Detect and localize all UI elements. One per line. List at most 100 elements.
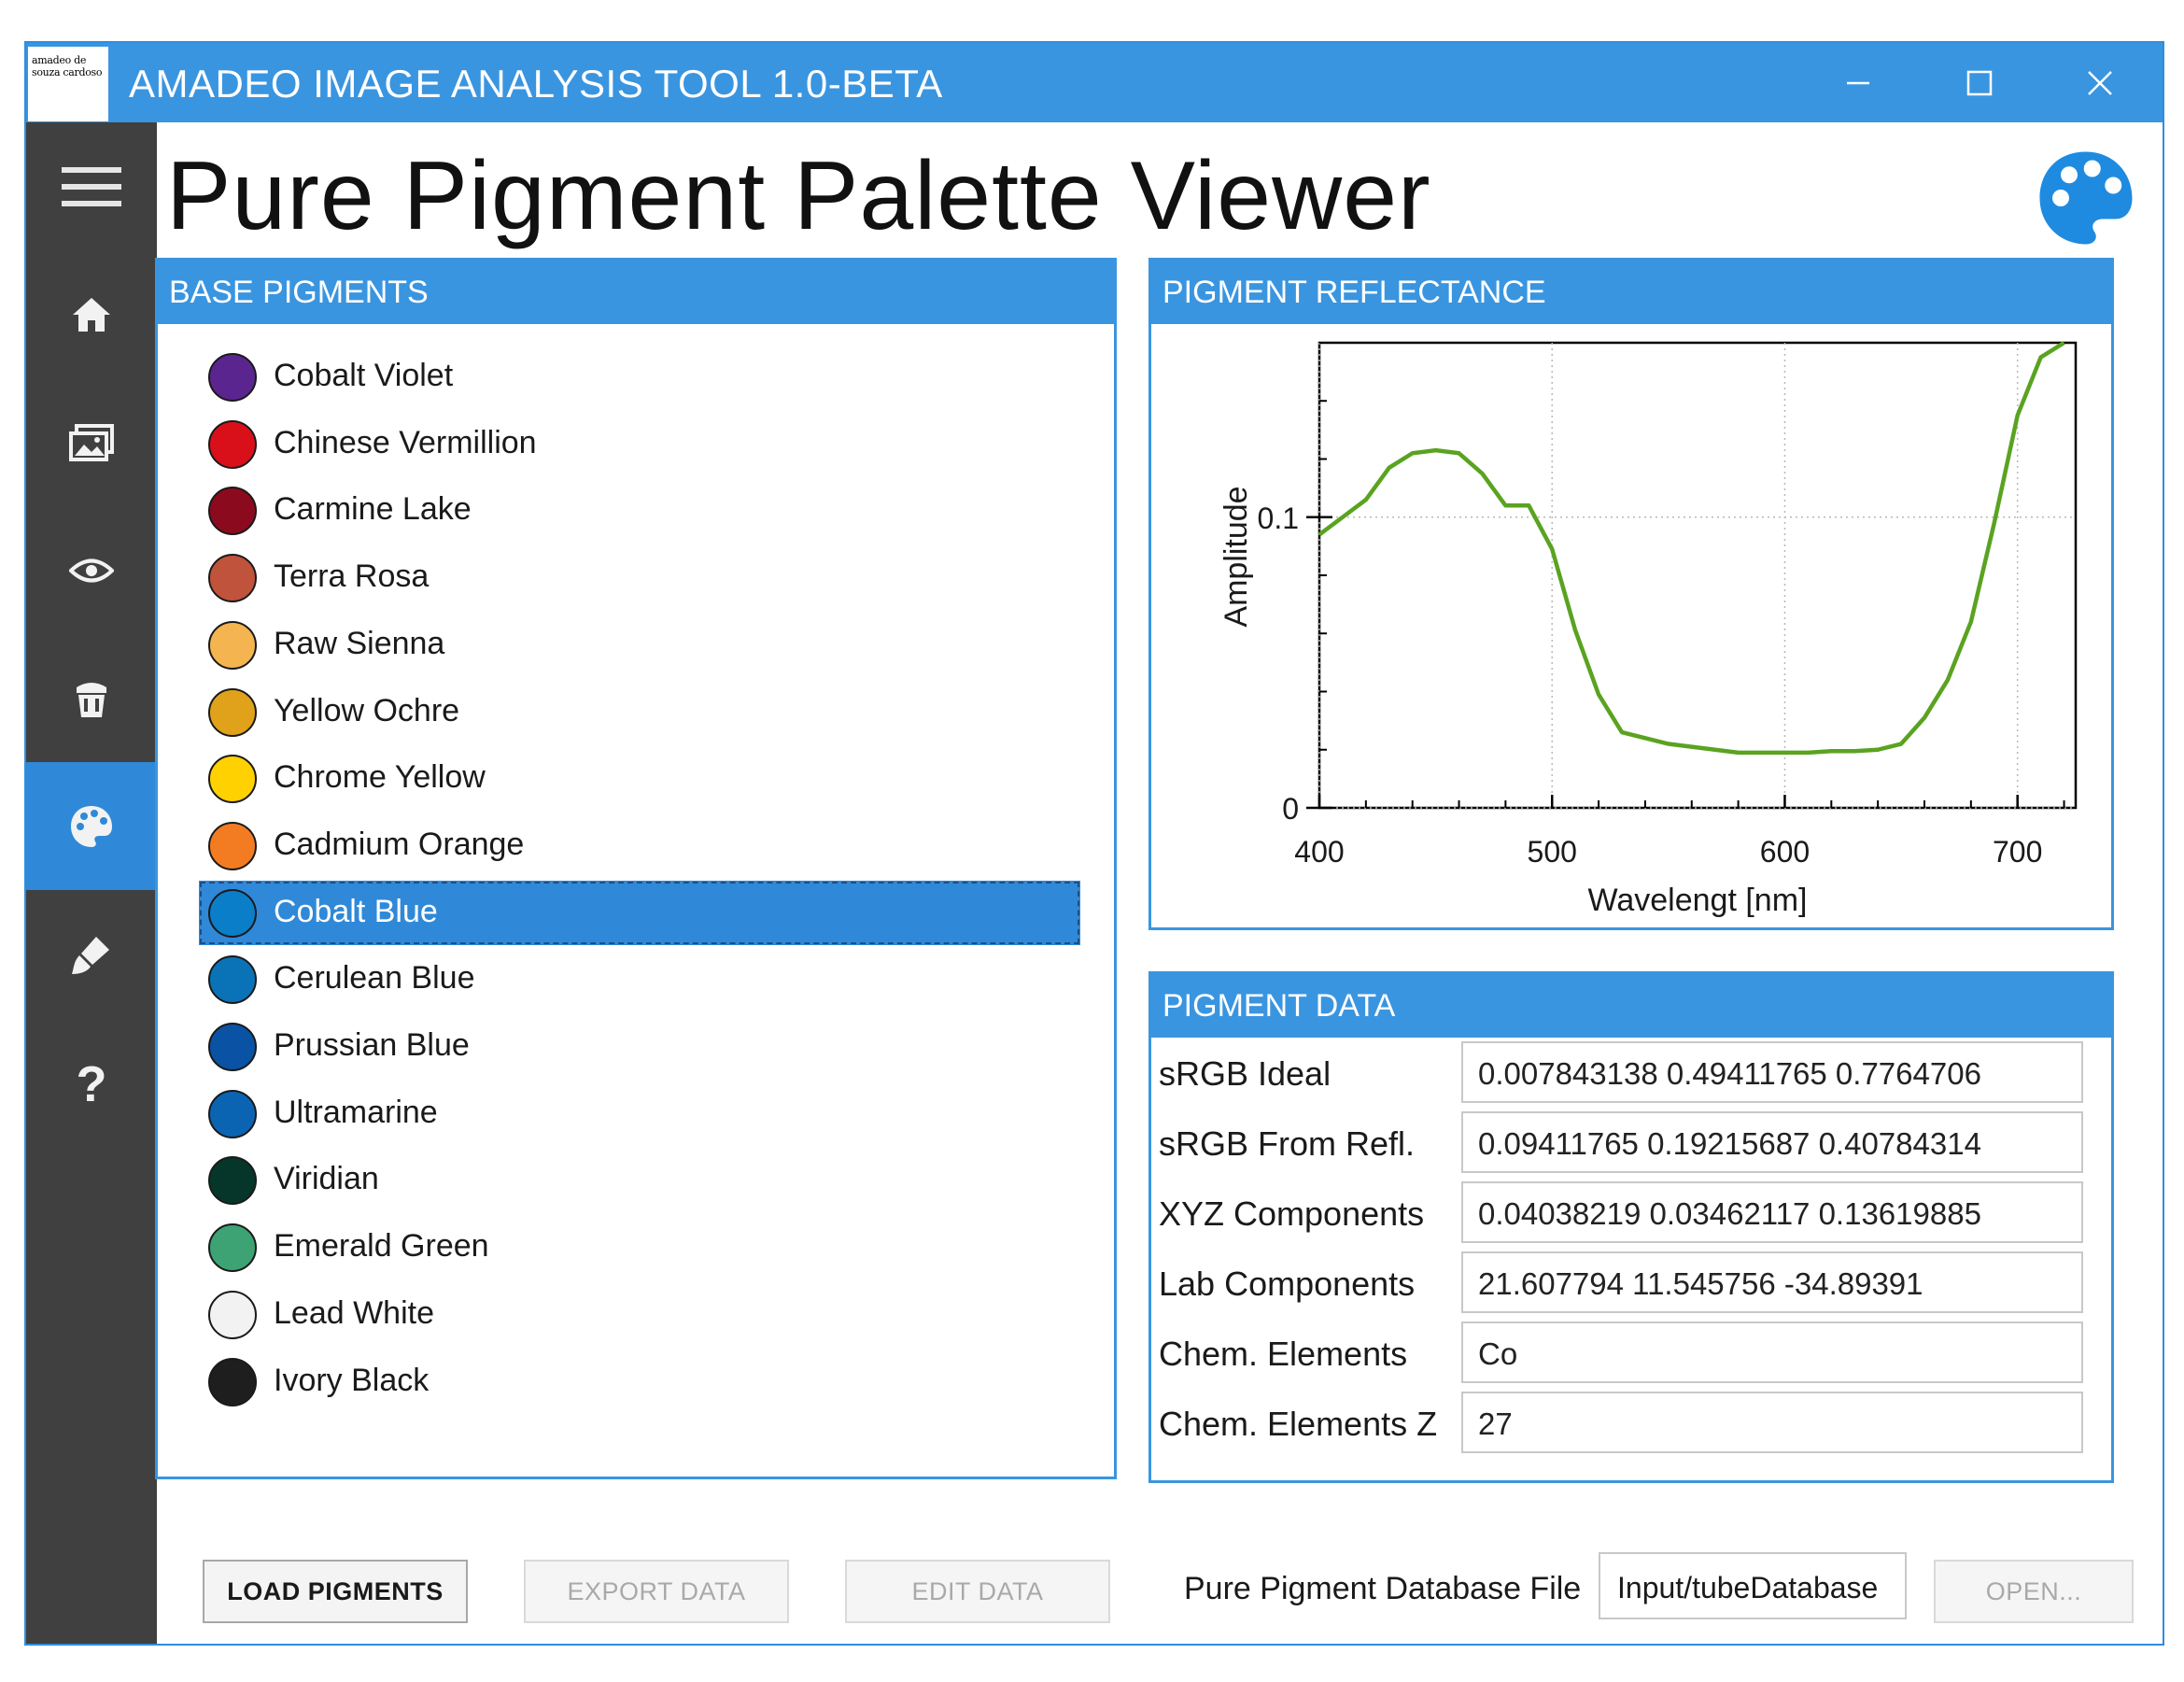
y-tick-label: 0.1 bbox=[1258, 502, 1299, 535]
prop-row-srgb-refl: sRGB From Refl. 0.09411765 0.19215687 0.… bbox=[1151, 1108, 2111, 1177]
pigment-name: Lead White bbox=[274, 1294, 434, 1331]
edit-data-button[interactable]: EDIT DATA bbox=[845, 1560, 1110, 1623]
pigment-name: Cobalt Blue bbox=[274, 893, 438, 929]
minimize-button[interactable] bbox=[1797, 43, 1918, 122]
prop-label: Lab Components bbox=[1159, 1265, 1416, 1303]
pigment-swatch bbox=[208, 419, 257, 469]
prop-label: sRGB Ideal bbox=[1159, 1054, 1332, 1093]
palette-icon bbox=[2039, 151, 2133, 245]
pigment-item[interactable]: Lead White bbox=[199, 1282, 1080, 1347]
pigment-swatch bbox=[208, 955, 257, 1005]
pigment-item[interactable]: Cadmium Orange bbox=[199, 813, 1080, 878]
y-tick-label: 0 bbox=[1282, 792, 1299, 826]
pigment-swatch bbox=[208, 620, 257, 670]
pigment-name: Carmine Lake bbox=[274, 491, 472, 528]
maximize-icon bbox=[1966, 70, 1993, 96]
x-tick-label: 500 bbox=[1528, 835, 1577, 869]
app-logo: amadeo de souza cardoso bbox=[28, 47, 108, 121]
x-tick-label: 400 bbox=[1294, 835, 1344, 869]
prop-value[interactable]: 0.007843138 0.49411765 0.7764706 bbox=[1461, 1041, 2083, 1103]
prop-value[interactable]: 0.09411765 0.19215687 0.40784314 bbox=[1461, 1111, 2083, 1173]
sidebar-item-paint[interactable] bbox=[26, 634, 157, 762]
prop-row-srgb-ideal: sRGB Ideal 0.007843138 0.49411765 0.7764… bbox=[1151, 1038, 2111, 1107]
x-tick-label: 600 bbox=[1760, 835, 1810, 869]
images-icon bbox=[69, 423, 114, 461]
prop-label: Chem. Elements Z bbox=[1159, 1405, 1438, 1443]
close-button[interactable] bbox=[2039, 43, 2161, 122]
export-data-button[interactable]: EXPORT DATA bbox=[524, 1560, 789, 1623]
pigment-item[interactable]: Carmine Lake bbox=[199, 478, 1080, 543]
prop-value[interactable]: 0.04038219 0.03462117 0.13619885 bbox=[1461, 1181, 2083, 1243]
base-pigments-panel: BASE PIGMENTS Cobalt Violet Chinese Vermi… bbox=[155, 258, 1117, 1479]
pigment-item[interactable]: Chinese Vermillion bbox=[199, 412, 1080, 476]
sidebar-item-brush[interactable] bbox=[26, 890, 157, 1018]
pigment-item[interactable]: Viridian bbox=[199, 1148, 1080, 1212]
pigment-name: Ivory Black bbox=[274, 1362, 430, 1398]
pigment-name: Chinese Vermillion bbox=[274, 424, 537, 460]
pigment-item[interactable]: Prussian Blue bbox=[199, 1014, 1080, 1079]
pigment-data-header: PIGMENT DATA bbox=[1151, 974, 2111, 1038]
sidebar-item-palette[interactable] bbox=[26, 762, 157, 890]
pigment-item[interactable]: Cobalt Violet bbox=[199, 345, 1080, 409]
pigment-item[interactable]: Chrome Yellow bbox=[199, 746, 1080, 811]
pigment-data-panel: PIGMENT DATA sRGB Ideal 0.007843138 0.49… bbox=[1148, 971, 2114, 1483]
pigment-swatch bbox=[208, 888, 257, 938]
sidebar-item-home[interactable] bbox=[26, 250, 157, 378]
palette-icon bbox=[71, 805, 112, 847]
help-icon: ? bbox=[77, 1056, 107, 1109]
prop-value[interactable]: Co bbox=[1461, 1322, 2083, 1383]
pigment-name: Cerulean Blue bbox=[274, 960, 475, 996]
pigment-reflectance-header: PIGMENT REFLECTANCE bbox=[1151, 261, 2111, 324]
pigment-item[interactable]: Yellow Ochre bbox=[199, 680, 1080, 744]
maximize-button[interactable] bbox=[1918, 43, 2039, 122]
reflectance-chart: 400 500 600 700 0 0.1 Wavelengt [nm] Amplitude bbox=[1219, 341, 2078, 918]
pigment-item[interactable]: Cobalt Blue bbox=[199, 880, 1080, 945]
load-pigments-button[interactable]: LOAD PIGMENTS bbox=[203, 1560, 468, 1623]
pigment-swatch bbox=[208, 1223, 257, 1273]
window-title: AMADEO IMAGE ANALYSIS TOOL 1.0-BETA bbox=[129, 62, 943, 106]
help-glyph: ? bbox=[77, 1056, 107, 1109]
pigment-name: Viridian bbox=[274, 1161, 379, 1197]
minimize-icon bbox=[1847, 81, 1869, 85]
pigment-item[interactable]: Ultramarine bbox=[199, 1081, 1080, 1146]
sidebar-item-view[interactable] bbox=[26, 506, 157, 634]
database-file-input[interactable]: Input/tubeDatabase bbox=[1599, 1552, 1907, 1619]
sidebar-item-help[interactable]: ? bbox=[26, 1018, 157, 1146]
pigment-swatch bbox=[208, 821, 257, 870]
pigment-name: Chrome Yellow bbox=[274, 759, 486, 796]
pigment-name: Cobalt Violet bbox=[274, 358, 454, 393]
pigment-swatch bbox=[208, 687, 257, 737]
pigment-item[interactable]: Raw Sienna bbox=[199, 613, 1080, 677]
prop-row-xyz: XYZ Components 0.04038219 0.03462117 0.1… bbox=[1151, 1178, 2111, 1247]
paint-bucket-icon bbox=[77, 682, 106, 717]
pigment-item[interactable]: Cerulean Blue bbox=[199, 947, 1080, 1011]
pigment-swatch bbox=[208, 1357, 257, 1406]
prop-value[interactable]: 27 bbox=[1461, 1392, 2083, 1453]
open-button[interactable]: OPEN... bbox=[1934, 1560, 2134, 1623]
y-axis-label: Amplitude bbox=[1219, 486, 1254, 627]
title-bar[interactable]: amadeo de souza cardoso AMADEO IMAGE ANA… bbox=[26, 43, 2163, 122]
prop-row-chem-elements: Chem. Elements Co bbox=[1151, 1318, 2111, 1387]
pigment-name: Cadmium Orange bbox=[274, 826, 525, 862]
close-icon bbox=[2088, 71, 2112, 95]
pigment-swatch bbox=[208, 1290, 257, 1339]
prop-label: Chem. Elements bbox=[1159, 1335, 1408, 1373]
page-title: Pure Pigment Palette Viewer bbox=[166, 142, 1431, 250]
pigment-item[interactable]: Ivory Black bbox=[199, 1350, 1080, 1414]
pigment-swatch bbox=[208, 1089, 257, 1138]
pigment-name: Raw Sienna bbox=[274, 625, 445, 661]
sidebar-item-images[interactable] bbox=[26, 378, 157, 506]
x-tick-label: 700 bbox=[1993, 835, 2042, 869]
hamburger-icon bbox=[62, 166, 121, 206]
prop-value[interactable]: 21.607794 11.545756 -34.89391 bbox=[1461, 1251, 2083, 1313]
pigment-item[interactable]: Emerald Green bbox=[199, 1215, 1080, 1279]
prop-row-chem-elements-z: Chem. Elements Z 27 bbox=[1151, 1388, 2111, 1457]
brush-icon bbox=[72, 936, 109, 974]
pigment-swatch bbox=[208, 1156, 257, 1206]
prop-row-lab: Lab Components 21.607794 11.545756 -34.8… bbox=[1151, 1248, 2111, 1317]
database-file-label: Pure Pigment Database File bbox=[1184, 1571, 1582, 1606]
pigment-name: Ultramarine bbox=[274, 1094, 438, 1130]
pigment-item[interactable]: Terra Rosa bbox=[199, 545, 1080, 610]
pigment-swatch bbox=[208, 487, 257, 536]
sidebar-menu-toggle[interactable] bbox=[26, 122, 157, 250]
